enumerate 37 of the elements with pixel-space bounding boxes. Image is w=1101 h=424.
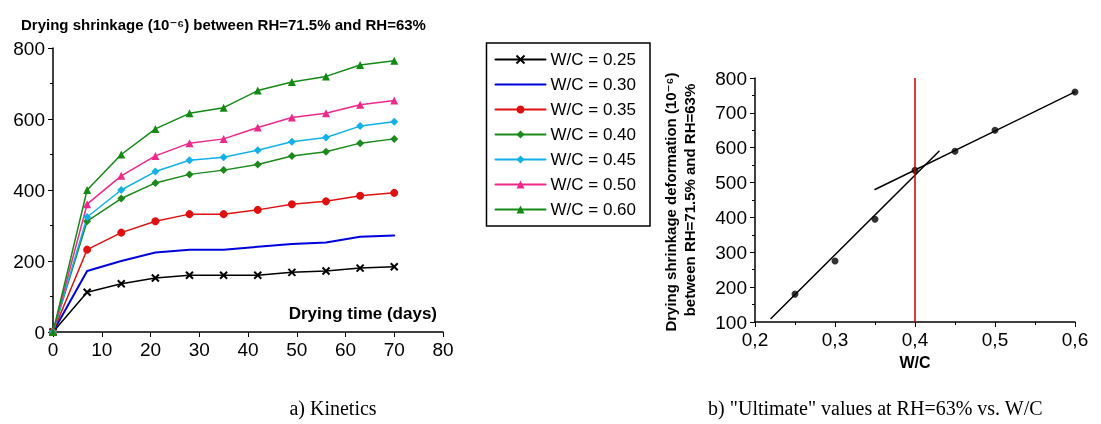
x-axis-title: W/C: [899, 353, 931, 371]
y-tick-label: 600: [715, 137, 747, 159]
y-tick-label: 700: [715, 102, 747, 124]
legend-label: W/C = 0.35: [550, 100, 637, 119]
x-tick-label: 10: [91, 339, 113, 360]
legend-label: W/C = 0.45: [550, 150, 637, 169]
x-tick-label: 0: [47, 339, 59, 360]
y-tick-label: 200: [13, 250, 45, 272]
chart-title: Drying shrinkage (10⁻⁶) between RH=71.5% and RH=63%: [21, 16, 426, 33]
x-tick-label: 70: [383, 339, 405, 360]
y-tick-label: 400: [715, 206, 747, 228]
x-tick-label: 40: [237, 339, 259, 360]
x-tick-label: 80: [432, 339, 454, 360]
legend-label: W/C = 0.40: [550, 125, 637, 144]
legend-label: W/C = 0.30: [550, 75, 637, 94]
x-tick-label: 0,4: [901, 329, 929, 350]
y-tick-label: 400: [13, 179, 45, 201]
legend-label: W/C = 0.25: [550, 50, 637, 69]
y-tick-label: 800: [13, 37, 45, 59]
legend-label: W/C = 0.60: [550, 200, 637, 219]
text: b) "Ultimate" values at RH=63% vs. W/C: [708, 397, 1043, 420]
y-tick-label: 200: [715, 276, 747, 298]
x-tick-label: 0,5: [981, 329, 1009, 350]
x-tick-label: 20: [139, 339, 162, 360]
y-tick-label: 600: [13, 108, 45, 130]
x-tick-label: 0,6: [1061, 329, 1089, 350]
x-tick-label: 30: [188, 339, 210, 360]
y-tick-label: 800: [715, 67, 747, 89]
text: a) Kinetics: [289, 397, 377, 420]
x-tick-label: 50: [286, 339, 308, 360]
x-tick-label: 60: [334, 339, 357, 360]
y-axis-title: Drying shrinkage deformation (10⁻⁶) between RH=71.5% and RH=63%: [662, 68, 698, 332]
x-tick-label: 0,3: [821, 329, 849, 350]
legend-label: W/C = 0.50: [550, 175, 637, 194]
y-tick-label: 500: [715, 172, 747, 194]
y-tick-label: 300: [715, 241, 747, 263]
x-axis-title: Drying time (days): [288, 304, 437, 323]
